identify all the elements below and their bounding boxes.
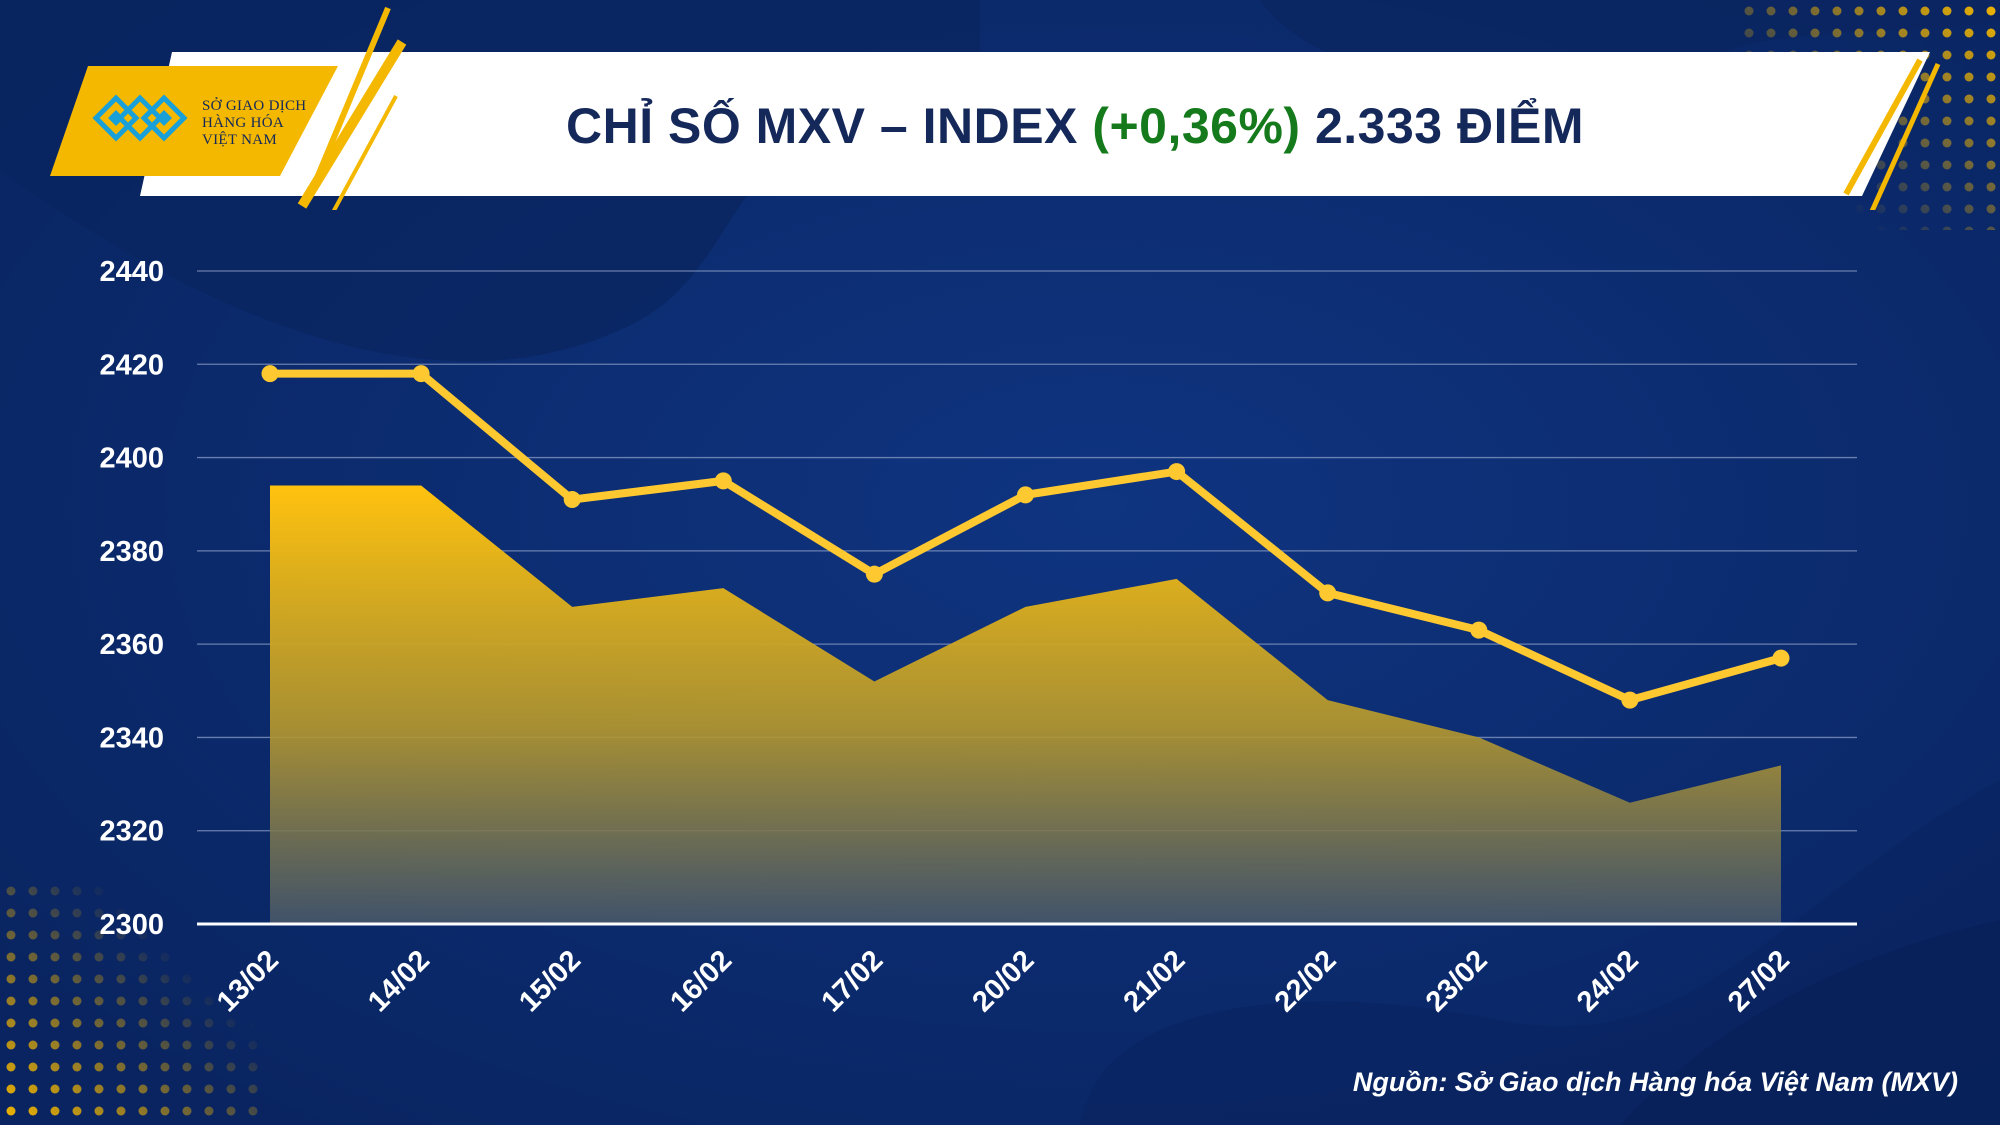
logo-line-1: SỞ GIAO DỊCH	[202, 98, 307, 114]
y-tick-label-2360: 2360	[99, 629, 164, 661]
x-tick-label-21/02: 21/02	[1118, 944, 1192, 1018]
data-point-22/02	[1319, 584, 1337, 602]
logo-mark-icon	[92, 94, 188, 142]
y-tick-label-2300: 2300	[99, 909, 164, 941]
data-point-21/02	[1168, 463, 1186, 481]
y-tick-label-2380: 2380	[99, 536, 164, 568]
x-tick-label-24/02: 24/02	[1571, 944, 1645, 1018]
title-suffix: 2.333 ĐIỂM	[1300, 98, 1584, 154]
x-axis-ticks: 13/02 14/02 15/02 16/02 17/02 20/02 21/02 22/02…	[211, 944, 1796, 1018]
logo-line-3: VIỆT NAM	[202, 132, 278, 148]
title-prefix: CHỈ SỐ MXV – INDEX	[566, 98, 1093, 154]
y-tick-label-2440: 2440	[99, 256, 164, 288]
logo-line-2: HÀNG HÓA	[202, 115, 284, 131]
y-tick-label-2320: 2320	[99, 816, 164, 848]
y-tick-label-2400: 2400	[99, 443, 164, 475]
x-tick-label-27/02: 27/02	[1722, 944, 1796, 1018]
logo-text: SỞ GIAO DỊCH HÀNG HÓA VIỆT NAM	[202, 98, 322, 149]
data-point-17/02	[865, 565, 883, 583]
y-tick-label-2420: 2420	[99, 349, 164, 381]
source-note: Nguồn: Sở Giao dịch Hàng hóa Việt Nam (M…	[1352, 1067, 1958, 1097]
data-point-20/02	[1017, 486, 1034, 504]
data-point-27/02	[1772, 649, 1790, 667]
area-fill	[270, 485, 1781, 924]
x-tick-label-23/02: 23/02	[1420, 944, 1494, 1018]
data-point-15/02	[563, 491, 581, 509]
data-point-16/02	[714, 472, 732, 490]
x-tick-label-15/02: 15/02	[513, 944, 587, 1018]
title-banner	[50, 6, 1941, 210]
x-tick-label-16/02: 16/02	[664, 944, 738, 1018]
x-tick-label-22/02: 22/02	[1269, 944, 1343, 1018]
y-tick-label-2340: 2340	[99, 722, 164, 754]
data-point-13/02	[261, 365, 279, 383]
x-tick-label-13/02: 13/02	[211, 944, 285, 1018]
x-tick-label-14/02: 14/02	[362, 944, 436, 1018]
data-point-24/02	[1621, 691, 1639, 709]
page-title: CHỈ SỐ MXV – INDEX (+0,36%) 2.333 ĐIỂM	[150, 86, 2000, 166]
x-tick-label-20/02: 20/02	[967, 944, 1041, 1018]
data-point-23/02	[1470, 621, 1488, 639]
title-change: (+0,36%)	[1092, 98, 1301, 154]
y-axis-ticks: 2300 2320 2340 2360 2380 2400 2420 2440	[99, 256, 164, 941]
x-tick-label-17/02: 17/02	[815, 944, 889, 1018]
data-point-14/02	[412, 365, 430, 383]
data-points	[261, 365, 1790, 709]
